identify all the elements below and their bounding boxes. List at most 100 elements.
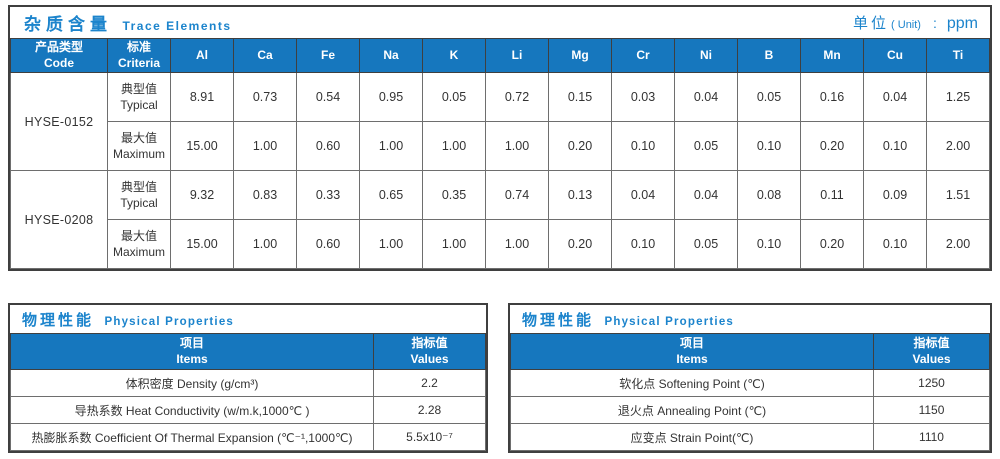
table-row: 热膨胀系数 Coefficient Of Thermal Expansion (… (10, 423, 486, 451)
column-header-code: 产品类型 Code (10, 38, 108, 73)
value-cell: 1.51 (926, 170, 990, 220)
criteria-cell: 最大值 Maximum (107, 219, 171, 269)
physical-left-title-en: Physical Properties (104, 315, 235, 328)
value-cell: 0.04 (863, 72, 927, 122)
value-cell: 1.00 (233, 219, 297, 269)
column-header-values-en: Values (912, 351, 951, 366)
item-cell: 应变点 Strain Point(℃) (510, 423, 874, 451)
value-cell: 1.00 (485, 121, 549, 171)
column-header-element-ca: Ca (233, 38, 297, 73)
value-cell: 0.72 (485, 72, 549, 122)
column-header-criteria: 标准 Criteria (107, 38, 171, 73)
value-cell: 0.33 (296, 170, 360, 220)
value-cell: 0.10 (737, 219, 801, 269)
value-cell: 1.00 (485, 219, 549, 269)
criteria-label-en: Typical (120, 98, 158, 112)
column-header-code-en: Code (44, 55, 74, 70)
unit-label-en: ( Unit) (891, 19, 921, 31)
value-cell: 0.95 (359, 72, 423, 122)
value-cell: 0.20 (548, 219, 612, 269)
column-header-element-k: K (422, 38, 486, 73)
physical-right-title-en: Physical Properties (604, 315, 735, 328)
column-header-element-b: B (737, 38, 801, 73)
value-cell: 0.54 (296, 72, 360, 122)
physical-right-title-bar: 物理性能 Physical Properties (510, 305, 990, 333)
column-header-values-en: Values (410, 351, 449, 366)
column-header-items-cn: 项目 (179, 335, 204, 350)
criteria-label-cn: 典型值 (120, 81, 157, 96)
criteria-label-en: Typical (120, 196, 158, 210)
table-row: 导热系数 Heat Conductivity (w/m.k,1000℃ ) 2.2… (10, 396, 486, 424)
value-cell: 0.20 (800, 121, 864, 171)
header-row: 项目 Items 指标值 Values (10, 333, 486, 370)
value-cell: 1250 (873, 369, 990, 397)
value-cell: 0.10 (611, 121, 675, 171)
table-row: 最大值 Maximum 15.00 1.00 0.60 1.00 1.00 1.00 0.20 0… (11, 219, 990, 269)
table-row: HYSE-0152 典型值 Typical 8.91 0.73 0.54 0.95 0.05 0… (10, 72, 990, 171)
table-row: HYSE-0208 典型值 Typical 9.32 0.83 0.33 0.65 0.35 0… (10, 170, 990, 269)
value-cell: 2.00 (926, 219, 990, 269)
value-cell: 0.65 (359, 170, 423, 220)
value-cell: 0.03 (611, 72, 675, 122)
criteria-label-en: Maximum (112, 245, 165, 259)
column-header-element-ti: Ti (926, 38, 990, 73)
column-header-values-cn: 指标值 (913, 335, 950, 350)
value-cell: 0.05 (737, 72, 801, 122)
value-cell: 0.15 (548, 72, 612, 122)
column-header-items-en: Items (176, 351, 208, 366)
column-header-element-na: Na (359, 38, 423, 73)
value-cell: 5.5x10⁻⁷ (373, 423, 486, 451)
physical-right-grid: 项目 Items 指标值 Values 软化点 Softening Point … (510, 333, 990, 451)
column-header-element-fe: Fe (296, 38, 360, 73)
value-cell: 1.00 (422, 219, 486, 269)
column-header-element-cu: Cu (863, 38, 927, 73)
product-code-cell: HYSE-0208 (10, 170, 108, 269)
physical-left-grid: 项目 Items 指标值 Values 体积密度 Density (g/cm³)… (10, 333, 486, 451)
value-cell: 1.25 (926, 72, 990, 122)
value-cell: 9.32 (170, 170, 234, 220)
value-cell: 1150 (873, 396, 990, 424)
value-cell: 0.16 (800, 72, 864, 122)
column-header-element-cr: Cr (611, 38, 675, 73)
criteria-cell: 最大值 Maximum (107, 121, 171, 171)
column-header-element-mn: Mn (800, 38, 864, 73)
value-cell: 0.05 (674, 219, 738, 269)
physical-properties-panel-right: 物理性能 Physical Properties 项目 Items 指标值 Va… (508, 303, 992, 453)
column-header-values: 指标值 Values (373, 333, 486, 370)
column-header-items-cn: 项目 (679, 335, 704, 350)
header-row: 产品类型 Code 标准 Criteria Al Ca Fe Na K Li Mg Cr Ni B… (10, 38, 990, 73)
criteria-label-cn: 最大值 (120, 228, 157, 243)
value-cell: 15.00 (170, 121, 234, 171)
column-header-criteria-en: Criteria (117, 55, 161, 70)
physical-right-title: 物理性能 Physical Properties (522, 309, 734, 330)
value-cell: 2.2 (373, 369, 486, 397)
value-cell: 1.00 (359, 121, 423, 171)
column-header-element-ni: Ni (674, 38, 738, 73)
value-cell: 0.05 (422, 72, 486, 122)
item-cell: 热膨胀系数 Coefficient Of Thermal Expansion (… (10, 423, 374, 451)
trace-elements-title-bar: 杂质含量 Trace Elements 单位 ( Unit) : ppm (10, 7, 990, 38)
value-cell: 0.60 (296, 219, 360, 269)
value-cell: 2.00 (926, 121, 990, 171)
value-cell: 0.60 (296, 121, 360, 171)
value-cell: 0.08 (737, 170, 801, 220)
value-cell: 0.04 (674, 170, 738, 220)
unit-separator: : (932, 15, 937, 31)
value-cell: 1.00 (359, 219, 423, 269)
column-header-items: 项目 Items (10, 333, 374, 370)
value-cell: 0.20 (548, 121, 612, 171)
product-code-cell: HYSE-0152 (10, 72, 108, 171)
trace-elements-grid: 产品类型 Code 标准 Criteria Al Ca Fe Na K Li Mg Cr Ni B… (10, 38, 990, 269)
table-row: 体积密度 Density (g/cm³) 2.2 (10, 369, 486, 397)
column-header-items: 项目 Items (510, 333, 874, 370)
physical-left-title: 物理性能 Physical Properties (22, 309, 234, 330)
value-cell: 0.10 (863, 219, 927, 269)
value-cell: 0.74 (485, 170, 549, 220)
value-cell: 15.00 (170, 219, 234, 269)
value-cell: 0.83 (233, 170, 297, 220)
value-cell: 0.20 (800, 219, 864, 269)
item-cell: 软化点 Softening Point (℃) (510, 369, 874, 397)
item-cell: 体积密度 Density (g/cm³) (10, 369, 374, 397)
table-row: 最大值 Maximum 15.00 1.00 0.60 1.00 1.00 1.00 0.20 0… (11, 121, 990, 171)
